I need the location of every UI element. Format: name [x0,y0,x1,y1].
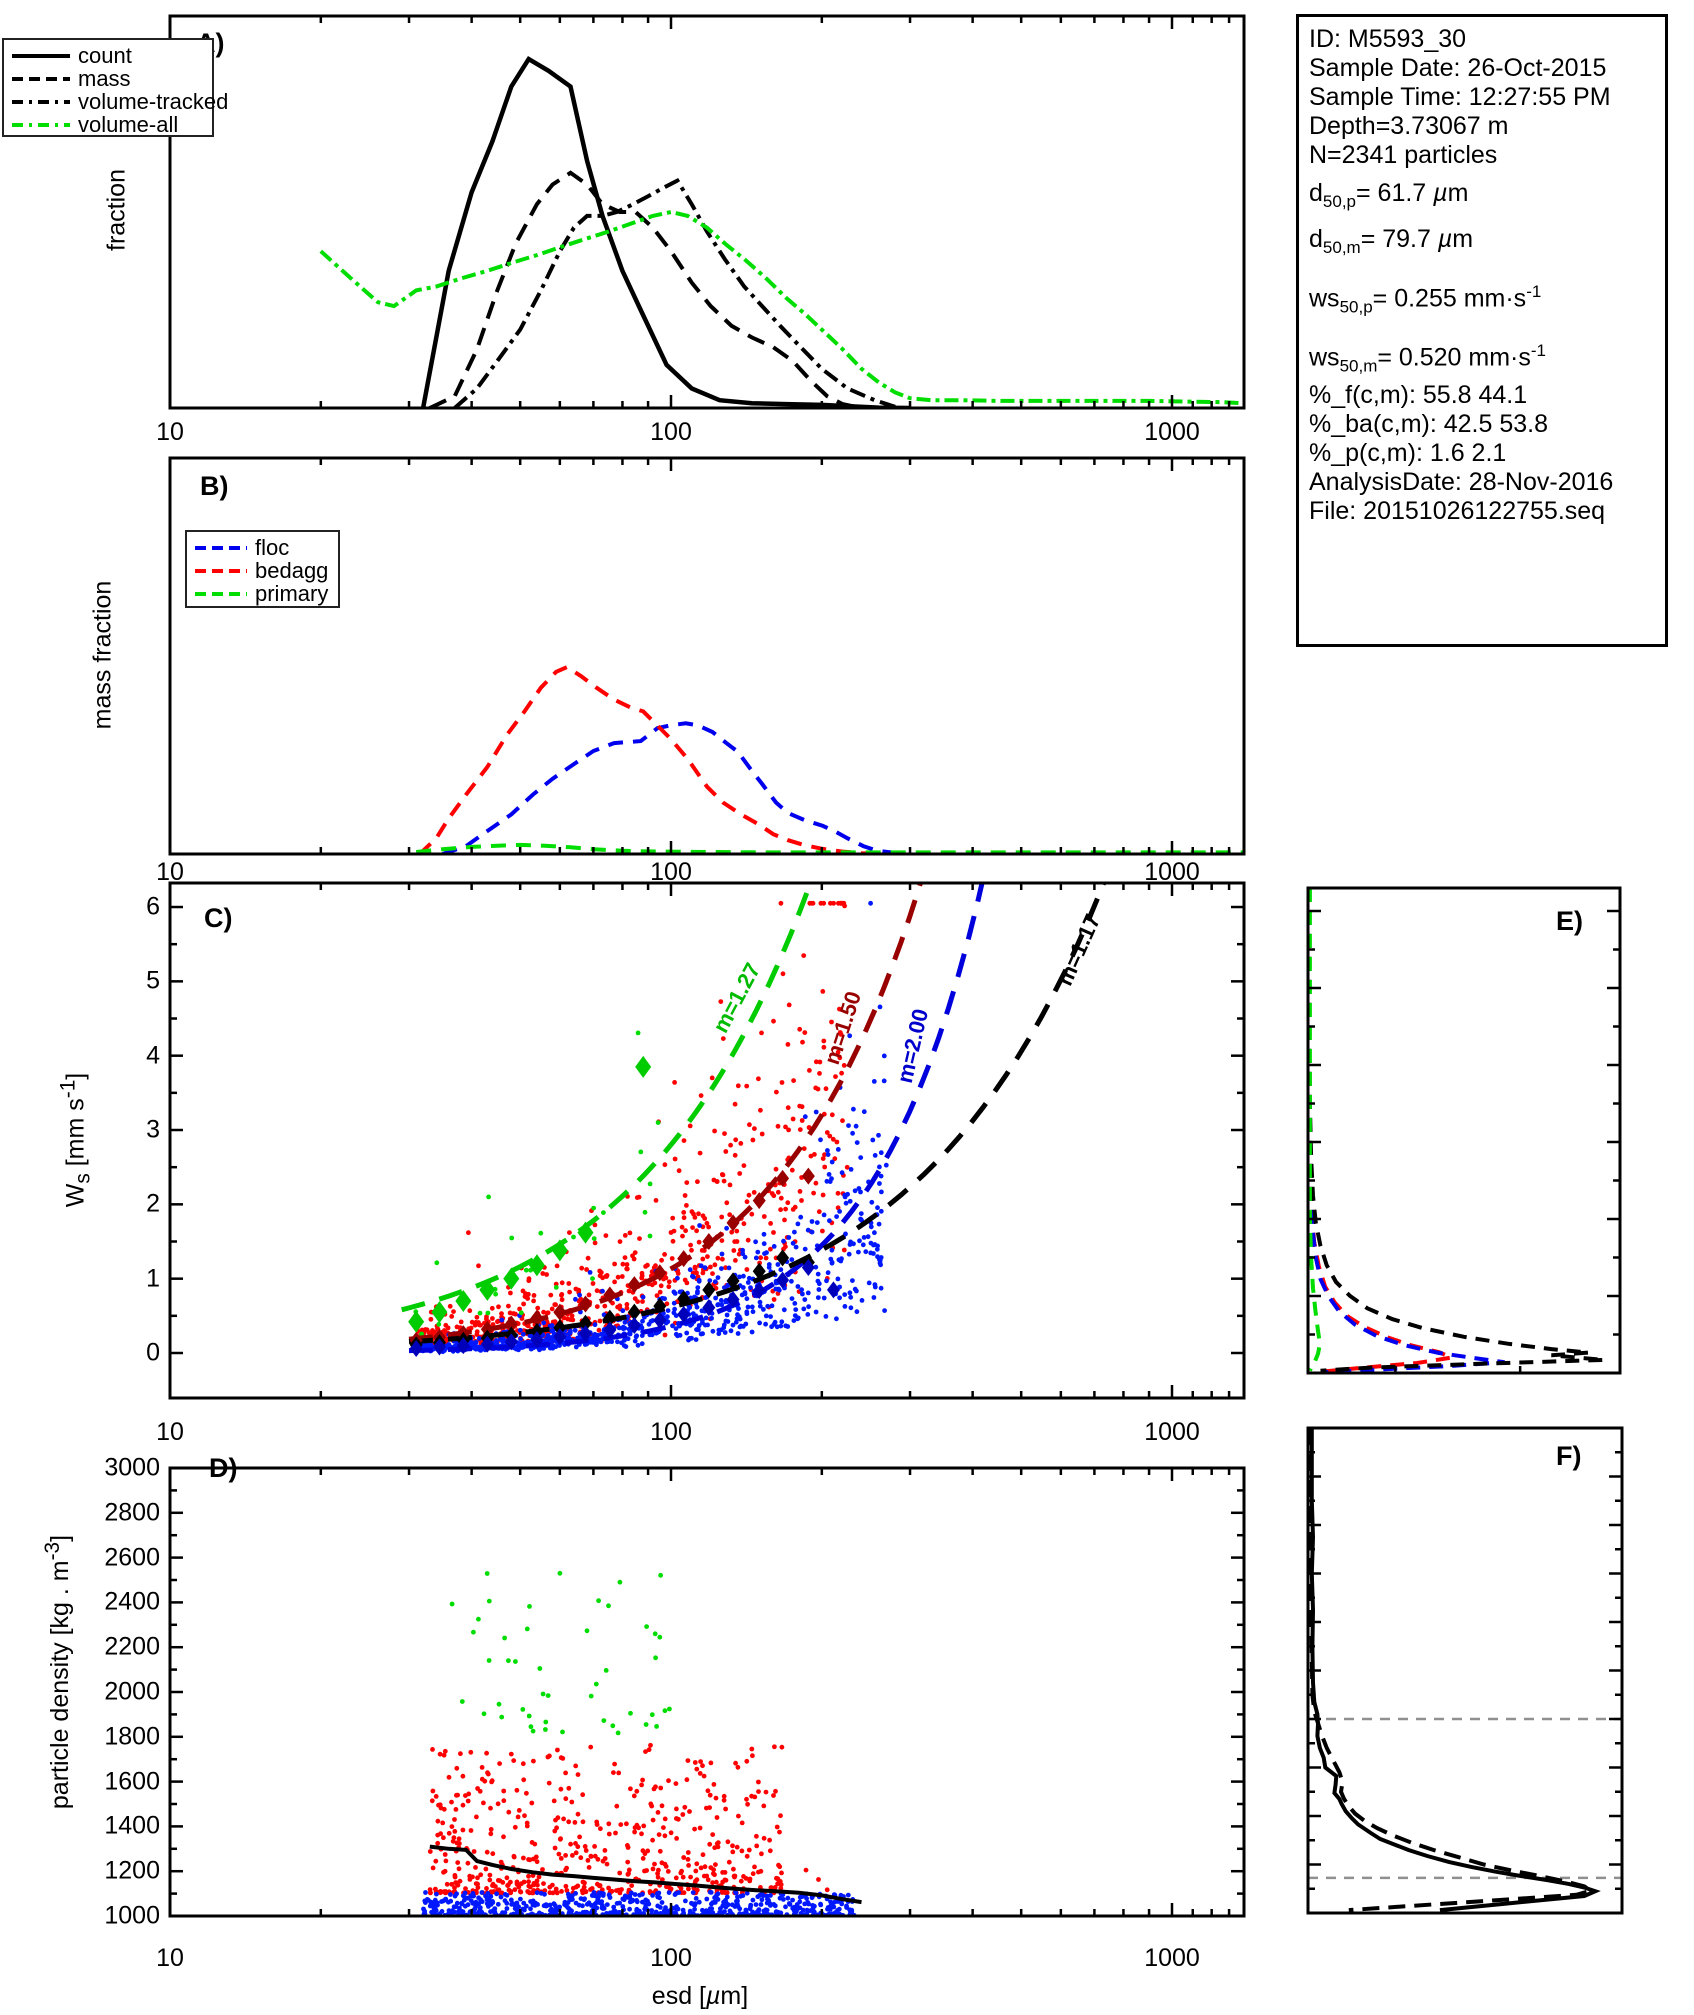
panel-d-content [421,1570,862,1916]
panel-f-border [1306,1426,1624,1915]
panel-d-border [168,1466,1246,1918]
panel-c-border [168,881,1246,1400]
panel-b-border [168,456,1246,856]
panel-e-distributions [1308,888,1605,1373]
panel-f-distributions [1308,1428,1622,1913]
panel-c-content [401,883,1107,1358]
panel-a-border [168,14,1246,410]
panel-e-border [1306,886,1622,1375]
panel-a-curves [319,56,1244,408]
panel-b-curves [415,664,1244,854]
